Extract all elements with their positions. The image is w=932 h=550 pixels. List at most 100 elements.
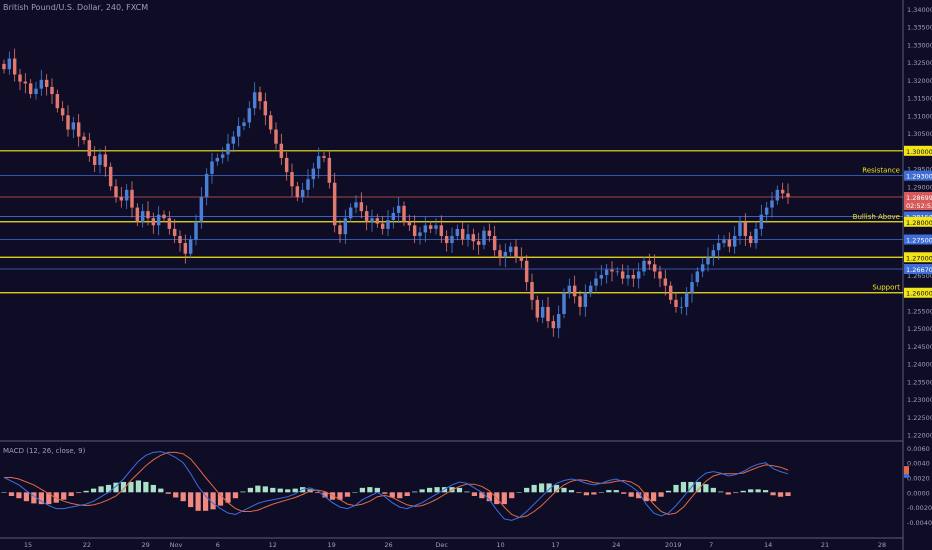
- candle-body: [759, 214, 764, 229]
- candle-body: [103, 154, 108, 167]
- candle-body: [674, 299, 678, 307]
- candle-body: [402, 205, 406, 222]
- price-tick-label: 1.25500: [907, 307, 932, 315]
- candle-body: [471, 234, 476, 242]
- macd-histogram-bar: [762, 490, 769, 493]
- candle-body: [684, 292, 689, 307]
- time-tick-label: 12: [269, 541, 277, 549]
- candle-body: [711, 250, 716, 258]
- macd-histogram-bar: [516, 492, 522, 493]
- price-badge: 1.26000: [904, 287, 932, 298]
- macd-histogram-bar: [643, 492, 649, 502]
- macd-histogram-bar: [113, 482, 119, 493]
- macd-histogram-bar: [598, 492, 604, 493]
- candle-body: [247, 108, 252, 123]
- symbol-title: British Pound/U.S. Dollar, 240, FXCM: [3, 3, 149, 12]
- macd-histogram-bar: [755, 489, 761, 493]
- candle-body: [631, 275, 636, 279]
- price-tick-label: 1.32000: [907, 77, 932, 85]
- candle-body: [567, 285, 572, 293]
- macd-histogram-bar: [733, 492, 739, 494]
- macd-histogram-bar: [583, 492, 590, 496]
- macd-histogram-bar: [673, 484, 679, 493]
- candle-body: [226, 143, 230, 155]
- candle-body: [364, 211, 369, 222]
- macd-histogram-bar: [397, 492, 403, 499]
- macd-histogram-bar: [61, 492, 67, 500]
- candle-body: [306, 179, 310, 190]
- candle-body: [439, 225, 444, 236]
- macd-histogram-bar: [188, 492, 194, 508]
- candle-body: [770, 200, 774, 208]
- price-tick-label: 1.23000: [907, 396, 932, 404]
- macd-histogram-bar: [90, 488, 97, 493]
- macd-histogram-bar: [202, 492, 209, 511]
- candle-body: [524, 260, 529, 283]
- candle-body: [716, 243, 721, 251]
- macd-histogram-bar: [247, 487, 254, 493]
- macd-tick-label: -0.0040: [907, 519, 932, 527]
- candle-body: [604, 269, 609, 275]
- candle-body: [220, 154, 225, 158]
- candle-body: [359, 202, 364, 212]
- macd-histogram-bar: [434, 487, 440, 493]
- candle-body: [492, 235, 497, 251]
- candle-body: [428, 225, 433, 229]
- macd-histogram-bar: [105, 484, 112, 493]
- macd-histogram-bar: [277, 488, 283, 493]
- price-badge-label: 1.26670: [906, 266, 932, 274]
- macd-histogram-bar: [337, 492, 343, 500]
- candle-body: [556, 314, 561, 329]
- candle-body: [434, 225, 438, 229]
- candle-body: [743, 221, 748, 236]
- macd-histogram-bar: [703, 484, 709, 493]
- macd-histogram-bar: [538, 483, 545, 493]
- macd-histogram-bar: [314, 492, 321, 494]
- candle-body: [535, 299, 540, 318]
- macd-histogram-bar: [262, 486, 268, 493]
- candle-body: [466, 234, 470, 240]
- candle-body: [23, 81, 28, 84]
- candle-body: [7, 58, 12, 70]
- macd-histogram-bar: [367, 487, 373, 493]
- macd-histogram-bar: [710, 487, 716, 493]
- candle-body: [311, 168, 316, 180]
- price-badge-label: 1.27500: [906, 237, 932, 245]
- time-tick-label: 22: [83, 541, 91, 549]
- candle-body: [215, 157, 220, 162]
- candle-body: [268, 115, 273, 130]
- price-badge-bg: [904, 216, 932, 227]
- macd-histogram-bar: [240, 491, 246, 493]
- price-tick-label: 1.25000: [907, 325, 932, 333]
- candle-body: [700, 264, 705, 272]
- macd-histogram-bar: [255, 485, 261, 493]
- macd-histogram-bar: [68, 492, 74, 497]
- candle-body: [156, 214, 161, 226]
- macd-histogram-bar: [740, 490, 746, 493]
- time-tick-label: 19: [328, 541, 336, 549]
- candle-body: [658, 271, 662, 279]
- candle-body: [380, 223, 385, 229]
- macd-histogram-bar: [665, 490, 672, 493]
- macd-histogram-bar: [23, 492, 30, 502]
- candle-body: [652, 264, 657, 272]
- candle-body: [423, 225, 428, 233]
- price-tick-label: 1.32500: [907, 59, 932, 67]
- candle-body: [455, 228, 460, 236]
- candle-body: [727, 239, 732, 247]
- price-badge-bg: [904, 252, 932, 263]
- candle-body: [647, 260, 652, 265]
- candle-body: [562, 292, 566, 315]
- macd-histogram-bar: [285, 489, 291, 493]
- macd-histogram-bar: [471, 492, 478, 497]
- macd-histogram-bar: [695, 481, 702, 493]
- candle-body: [636, 271, 641, 279]
- candle-body: [583, 292, 588, 307]
- candle-body: [108, 166, 113, 187]
- time-tick-label: 6: [216, 541, 220, 549]
- candle-body: [354, 202, 358, 208]
- candle-body: [194, 221, 198, 240]
- candle-body: [546, 306, 550, 322]
- macd-histogram-bar: [419, 489, 425, 493]
